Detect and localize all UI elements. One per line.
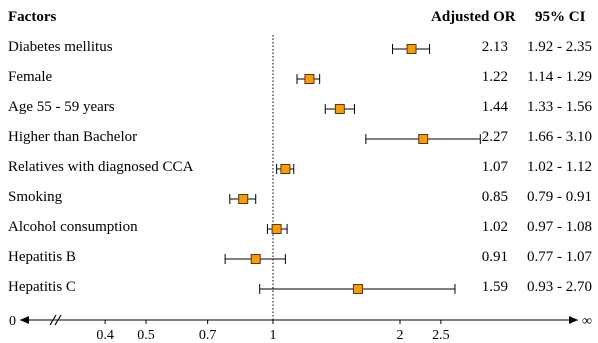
factor-label: Alcohol consumption: [8, 219, 138, 235]
factor-label: Higher than Bachelor: [8, 129, 138, 145]
adjusted-or-value: 0.91: [481, 249, 508, 265]
or-marker: [406, 44, 417, 54]
adjusted-or-value: 1.44: [481, 99, 508, 115]
or-marker: [334, 104, 345, 114]
x-axis-end-label: ∞: [582, 314, 592, 329]
or-marker: [238, 194, 249, 204]
adjusted-or-value: 2.27: [481, 129, 508, 145]
factor-label: Smoking: [8, 189, 63, 205]
x-axis-start-label: 0: [9, 314, 16, 329]
factor-label: Female: [8, 69, 53, 85]
ci-value: 0.93 - 2.70: [527, 279, 592, 295]
header-factors: Factors: [8, 9, 57, 25]
ci-value: 1.02 - 1.12: [527, 159, 592, 175]
x-axis-left-arrow: [20, 316, 29, 324]
ci-value: 0.97 - 1.08: [527, 219, 592, 235]
factor-label: Age 55 - 59 years: [8, 99, 115, 115]
x-tick-label: 2.5: [432, 328, 450, 343]
or-marker: [304, 74, 315, 84]
header-adjusted-or: Adjusted OR: [431, 9, 516, 25]
factor-label: Diabetes mellitus: [8, 39, 113, 55]
ci-value: 0.77 - 1.07: [527, 249, 592, 265]
ci-value: 1.66 - 3.10: [527, 129, 592, 145]
adjusted-or-value: 1.02: [481, 219, 508, 235]
adjusted-or-value: 1.22: [481, 69, 508, 85]
adjusted-or-value: 1.07: [481, 159, 508, 175]
x-tick-label: 2: [397, 328, 404, 343]
x-tick-label: 0.5: [137, 328, 155, 343]
or-marker: [418, 134, 429, 144]
or-marker: [271, 224, 282, 234]
ci-value: 1.92 - 2.35: [527, 39, 592, 55]
adjusted-or-value: 1.59: [481, 279, 508, 295]
ci-value: 1.33 - 1.56: [527, 99, 592, 115]
or-marker: [250, 254, 261, 264]
x-tick-label: 0.7: [199, 328, 217, 343]
or-marker: [352, 284, 363, 294]
adjusted-or-value: 0.85: [481, 189, 508, 205]
x-tick-label: 1: [270, 328, 277, 343]
ci-value: 0.79 - 0.91: [527, 189, 592, 205]
header-95-ci: 95% CI: [535, 9, 586, 25]
or-marker: [280, 164, 291, 174]
ci-value: 1.14 - 1.29: [527, 69, 592, 85]
factor-label: Relatives with diagnosed CCA: [8, 159, 194, 175]
factor-label: Hepatitis B: [8, 249, 76, 265]
axis-break-mark: [54, 314, 62, 326]
factor-label: Hepatitis C: [8, 279, 76, 295]
adjusted-or-value: 2.13: [481, 39, 508, 55]
x-tick-label: 0.4: [96, 328, 114, 343]
x-axis-right-arrow: [569, 316, 578, 324]
axis-break-mark: [49, 314, 57, 326]
